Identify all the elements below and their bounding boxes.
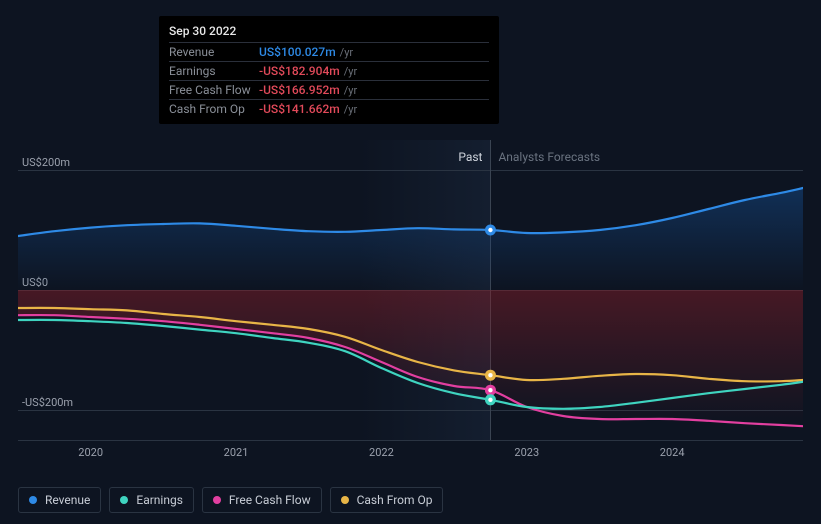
tooltip-row: Free Cash Flow-US$166.952m/yr — [169, 80, 489, 99]
legend-label: Free Cash Flow — [229, 493, 311, 507]
x-axis-label: 2024 — [660, 446, 685, 459]
tooltip: Sep 30 2022 RevenueUS$100.027m/yrEarning… — [159, 16, 499, 124]
tooltip-row-value: -US$166.952m — [259, 83, 340, 97]
tooltip-row-unit: /yr — [344, 103, 357, 116]
legend-label: Earnings — [136, 493, 183, 507]
chart-container: Sep 30 2022 RevenueUS$100.027m/yrEarning… — [18, 0, 803, 524]
tooltip-row-label: Earnings — [169, 64, 259, 78]
tooltip-row-label: Revenue — [169, 45, 259, 59]
tooltip-row-unit: /yr — [340, 46, 353, 59]
tooltip-row-value: -US$141.662m — [259, 102, 340, 116]
x-axis-label: 2022 — [369, 446, 394, 459]
legend-item-earnings[interactable]: Earnings — [109, 487, 194, 513]
x-axis-label: 2021 — [224, 446, 249, 459]
marker-dot-free_cash_flow — [488, 388, 492, 392]
tooltip-row-label: Free Cash Flow — [169, 83, 259, 97]
legend: Revenue Earnings Free Cash Flow Cash From O… — [18, 487, 443, 513]
legend-item-cash_from_op[interactable]: Cash From Op — [330, 487, 444, 513]
marker-dot-cash_from_op — [488, 373, 492, 377]
legend-dot — [213, 496, 221, 504]
tooltip-row-unit: /yr — [344, 65, 357, 78]
legend-dot — [29, 496, 37, 504]
tooltip-row-unit: /yr — [344, 84, 357, 97]
legend-item-revenue[interactable]: Revenue — [18, 487, 101, 513]
tooltip-row-value: US$100.027m — [259, 45, 336, 59]
tooltip-row: Cash From Op-US$141.662m/yr — [169, 99, 489, 118]
tooltip-row-label: Cash From Op — [169, 102, 259, 116]
legend-label: Revenue — [45, 493, 90, 507]
legend-item-free_cash_flow[interactable]: Free Cash Flow — [202, 487, 322, 513]
marker-dot-revenue — [488, 228, 492, 232]
x-axis-label: 2020 — [78, 446, 103, 459]
marker-dot-earnings — [488, 398, 492, 402]
tooltip-row: RevenueUS$100.027m/yr — [169, 42, 489, 61]
tooltip-row-value: -US$182.904m — [259, 64, 340, 78]
legend-dot — [341, 496, 349, 504]
area-revenue — [18, 188, 803, 290]
tooltip-date: Sep 30 2022 — [169, 22, 489, 42]
legend-dot — [120, 496, 128, 504]
x-axis-label: 2023 — [514, 446, 539, 459]
tooltip-row: Earnings-US$182.904m/yr — [169, 61, 489, 80]
legend-label: Cash From Op — [357, 493, 433, 507]
